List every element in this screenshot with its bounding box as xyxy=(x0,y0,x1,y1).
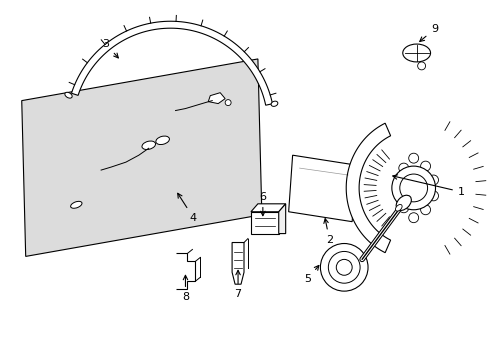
Ellipse shape xyxy=(402,44,429,62)
Circle shape xyxy=(399,174,427,202)
Text: 3: 3 xyxy=(102,39,118,58)
Polygon shape xyxy=(208,93,224,104)
Circle shape xyxy=(398,163,408,173)
Circle shape xyxy=(398,203,408,213)
Polygon shape xyxy=(346,123,390,253)
Ellipse shape xyxy=(156,136,169,145)
Ellipse shape xyxy=(142,141,155,149)
Ellipse shape xyxy=(65,92,72,98)
Text: 5: 5 xyxy=(304,265,318,284)
Ellipse shape xyxy=(270,101,277,106)
Polygon shape xyxy=(288,155,355,222)
Ellipse shape xyxy=(395,204,401,211)
Polygon shape xyxy=(232,243,244,284)
Circle shape xyxy=(420,161,429,171)
Polygon shape xyxy=(278,204,285,234)
Text: 4: 4 xyxy=(177,193,197,223)
Circle shape xyxy=(320,243,367,291)
Circle shape xyxy=(408,153,418,163)
Text: 8: 8 xyxy=(182,275,189,302)
Text: 2: 2 xyxy=(323,219,332,244)
Ellipse shape xyxy=(70,201,82,208)
Text: 7: 7 xyxy=(234,270,241,299)
Ellipse shape xyxy=(395,195,410,210)
Circle shape xyxy=(224,100,231,105)
Polygon shape xyxy=(21,59,262,256)
Text: 6: 6 xyxy=(259,192,266,216)
Circle shape xyxy=(420,205,429,215)
Circle shape xyxy=(427,175,438,185)
Circle shape xyxy=(391,166,435,210)
Circle shape xyxy=(427,191,438,201)
Circle shape xyxy=(336,260,351,275)
Polygon shape xyxy=(250,204,285,212)
Text: 9: 9 xyxy=(419,24,437,41)
Text: 1: 1 xyxy=(392,175,464,197)
Polygon shape xyxy=(71,21,272,105)
FancyBboxPatch shape xyxy=(250,212,278,234)
Circle shape xyxy=(327,251,359,283)
Circle shape xyxy=(417,62,425,70)
Circle shape xyxy=(408,213,418,223)
